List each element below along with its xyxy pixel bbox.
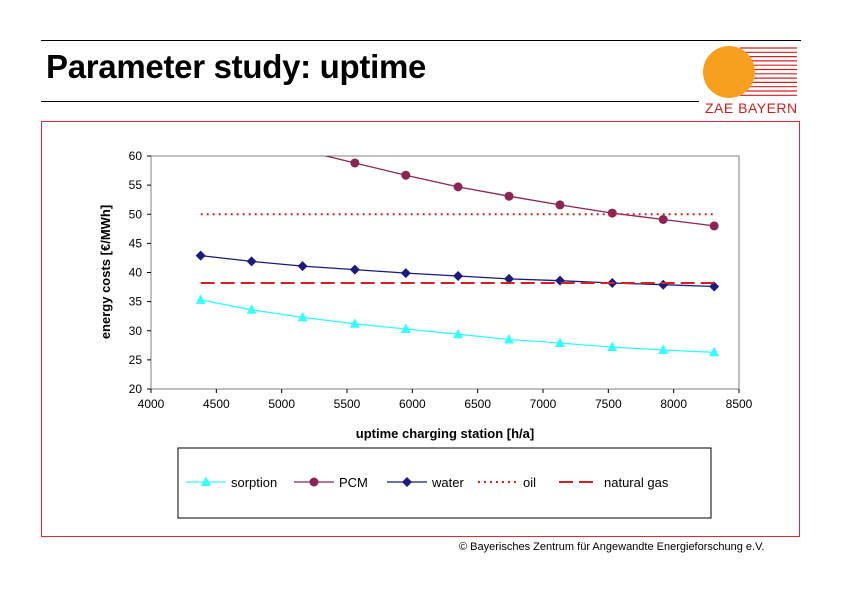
data-point-pcm (607, 208, 617, 218)
data-point-pcm (453, 182, 463, 192)
data-point-water (504, 273, 515, 284)
x-tick-label: 7500 (595, 397, 622, 411)
data-point-sorption (658, 344, 669, 354)
zae-bayern-logo (703, 46, 797, 98)
legend-box (177, 447, 712, 519)
y-tick-label: 40 (129, 266, 143, 280)
series-layer (195, 146, 720, 357)
x-tick-label: 7000 (530, 397, 557, 411)
x-tick-label: 4000 (138, 397, 165, 411)
title-underline (41, 101, 699, 102)
legend-item-oil: oil (478, 475, 536, 490)
legend: sorption PCM water oil natural gas (186, 475, 669, 490)
y-tick-label: 50 (129, 207, 143, 221)
data-point-water (195, 250, 206, 261)
x-axis-label: uptime charging station [h/a] (356, 426, 534, 441)
data-point-water (297, 261, 308, 272)
x-tick-label: 6500 (464, 397, 491, 411)
data-point-water (658, 279, 669, 290)
logo-sun-icon (703, 46, 755, 98)
data-point-sorption (607, 341, 618, 352)
y-tick-label: 55 (129, 178, 143, 192)
legend-item-water: water (387, 475, 464, 490)
top-rule (41, 40, 801, 41)
data-point-water (709, 281, 720, 292)
data-point-pcm (504, 191, 514, 201)
data-point-water (246, 256, 257, 267)
legend-label: oil (523, 475, 536, 490)
y-tick-label: 25 (129, 353, 143, 367)
logo-text: ZAE BAYERN (705, 100, 798, 116)
data-point-water (349, 264, 360, 275)
legend-marker (309, 477, 319, 487)
page-title: Parameter study: uptime (46, 48, 427, 85)
legend-label: sorption (231, 475, 277, 490)
data-point-sorption (709, 346, 720, 357)
data-point-pcm (555, 200, 565, 210)
x-tick-label: 5000 (268, 397, 295, 411)
data-point-sorption (349, 318, 360, 328)
legend-marker (402, 477, 412, 487)
x-axis: 4000 4500 5000 5500 6000 6500 7000 7500 8000 8500 (138, 389, 753, 411)
legend-label: water (431, 475, 464, 490)
copyright-text: © Bayerisches Zentrum für Angewandte Ene… (459, 541, 765, 553)
legend-item-sorption: sorption (186, 475, 277, 490)
y-tick-label: 30 (129, 324, 143, 338)
y-tick-label: 20 (129, 382, 143, 396)
y-tick-label: 60 (129, 149, 143, 163)
data-point-sorption (400, 323, 411, 334)
data-point-sorption (453, 328, 464, 339)
data-point-sorption (554, 337, 565, 347)
series-pcm (298, 146, 719, 231)
data-point-pcm (298, 146, 307, 155)
data-point-water (453, 270, 464, 281)
data-point-pcm (401, 170, 411, 180)
data-point-pcm (658, 214, 668, 224)
legend-label: natural gas (604, 475, 669, 490)
legend-marker (201, 476, 211, 486)
y-tick-label: 45 (129, 236, 143, 250)
y-axis-label: energy costs [€/MWh] (98, 205, 113, 339)
legend-item-natural-gas: natural gas (559, 475, 669, 490)
y-tick-label: 35 (129, 295, 143, 309)
chart-frame (41, 121, 800, 537)
x-tick-label: 6000 (399, 397, 426, 411)
data-point-sorption (195, 294, 206, 304)
data-point-sorption (297, 311, 308, 322)
legend-item-pcm: PCM (294, 475, 368, 490)
y-axis: 20 25 30 35 40 45 50 55 60 (129, 149, 151, 396)
data-point-pcm (350, 158, 360, 168)
x-tick-label: 4500 (203, 397, 230, 411)
data-point-pcm (709, 221, 719, 231)
data-point-sorption (246, 304, 257, 314)
x-tick-label: 8000 (660, 397, 687, 411)
chart: 4000 4500 5000 5500 6000 6500 7000 7500 8000 8500… (98, 146, 753, 519)
plot-area (150, 155, 740, 390)
x-tick-label: 8500 (726, 397, 753, 411)
legend-label: PCM (339, 475, 368, 490)
data-point-sorption (504, 333, 515, 344)
x-tick-label: 5500 (334, 397, 361, 411)
series-sorption (195, 294, 720, 357)
data-point-water (400, 268, 411, 279)
